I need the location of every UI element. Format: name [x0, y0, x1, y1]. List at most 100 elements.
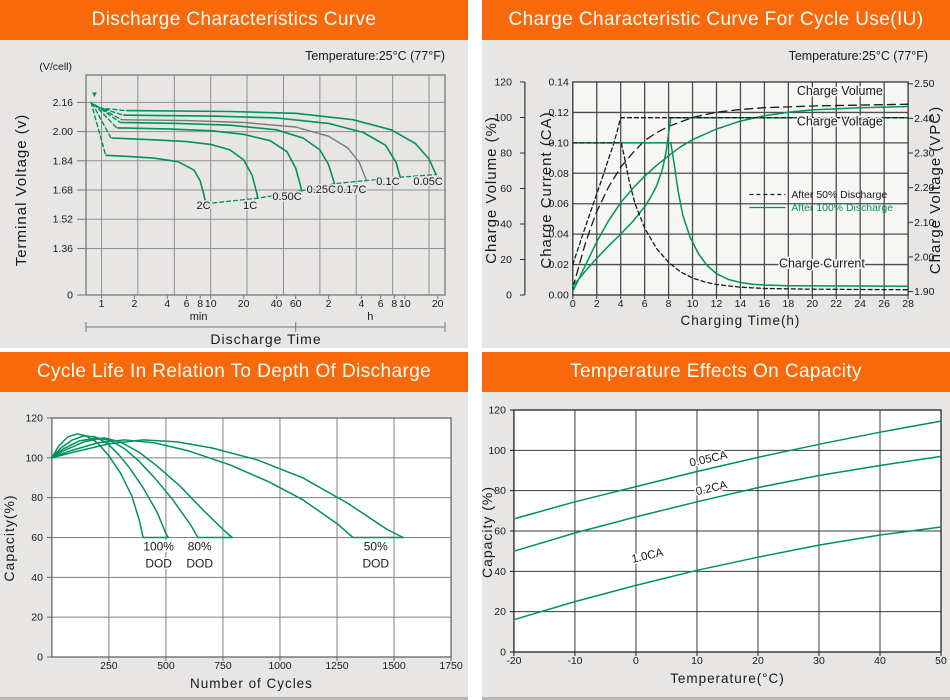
grid	[86, 75, 445, 295]
legend-label: After 100% Discharge	[791, 203, 893, 214]
x-tick-label: 1500	[382, 661, 405, 672]
y-tick-label: 0.06	[548, 199, 569, 210]
x-tick-label: 12	[711, 299, 723, 310]
x-tick-label: 8	[391, 298, 397, 310]
curve-label: 50%	[364, 539, 388, 553]
x-tick-label: 0	[570, 299, 576, 310]
series-dod-80-upper	[51, 437, 233, 539]
series-dod-50-lower	[51, 439, 404, 539]
curve-label: Charge Voltage	[797, 114, 883, 128]
curve-label: Charge Current	[779, 257, 865, 271]
x-tick-label: 10	[691, 656, 703, 667]
curve-label: 0.17C	[337, 184, 366, 196]
volume-tick-label: 60	[500, 184, 512, 195]
x-tick-label: 40	[874, 656, 886, 667]
y-tick-label: 60	[31, 533, 43, 544]
series-charge-volume-100	[572, 105, 909, 293]
y-tick-label: 0.08	[548, 169, 569, 180]
y-tick-label: 0.02	[548, 260, 569, 271]
curve-label: DOD	[145, 556, 172, 570]
y-tick-label: 0.14	[548, 77, 569, 88]
charge-chart: 0 2 4 6 8 10 12 14 16 18 20 22 24 26 280.000.020.040.0…	[483, 49, 944, 328]
series-rate-0.05CA	[513, 420, 942, 520]
panel-header-cycle-life: Cycle Life In Relation To Depth Of Disch…	[0, 352, 468, 392]
series-rate-1.0CA	[513, 526, 942, 621]
y-tick-label: 80	[494, 486, 506, 497]
curve-label: 80%	[188, 539, 212, 553]
y-tick-label: 100	[25, 453, 43, 464]
y-tick-label: 0.12	[548, 108, 569, 119]
series-charge-volume-50	[572, 103, 909, 289]
x-tick-label: 60	[290, 298, 302, 310]
x-axis-title: Charging Time(h)	[680, 313, 800, 328]
series-0.05C	[125, 109, 437, 176]
panel-temperature: Temperature Effects On Capacity -20 -10 0 1…	[482, 352, 950, 700]
x-tick-label: 26	[878, 299, 890, 310]
voltage-tick-label: 2.00	[914, 252, 935, 263]
volume-axis-title: Charge Volume (%)	[483, 116, 500, 264]
series-rate-0.2CA	[513, 455, 942, 552]
panel-charge: Charge Characteristic Curve For Cycle Us…	[482, 0, 950, 348]
temperature-note: Temperature:25°C (77°F)	[305, 49, 445, 63]
y-tick-label: 0.04	[548, 230, 569, 241]
x-tick-label: 6	[378, 298, 384, 310]
y-tick-label: 20	[494, 607, 506, 618]
x-tick-label: 22	[830, 299, 842, 310]
y-axis-title: Terminal Voltage (v)	[13, 114, 30, 267]
curve-label: Charge Volume	[797, 84, 883, 98]
y-axis-title: Capacity(%)	[1, 494, 17, 581]
voltage-tick-label: 2.40	[914, 114, 935, 125]
y-tick-label: 0	[500, 647, 506, 658]
volume-tick-label: 40	[500, 219, 512, 230]
x-tick-label: 250	[100, 661, 118, 672]
series-dod-80-lower	[51, 437, 233, 539]
y-tick-label: 40	[31, 573, 43, 584]
y-tick-label: 2.16	[53, 97, 74, 109]
x-tick-label: 20	[432, 298, 444, 310]
x-tick-label: 20	[806, 299, 818, 310]
volume-tick-label: 80	[500, 148, 512, 159]
series-charge-current-50	[572, 142, 909, 291]
curve-label: 100%	[143, 539, 174, 553]
volume-tick-label: 120	[494, 77, 512, 88]
series-charge-voltage-100	[572, 116, 909, 288]
panel-title-charge: Charge Characteristic Curve For Cycle Us…	[508, 9, 924, 30]
y-tick-label: 1.52	[53, 214, 74, 226]
x-tick-label: 24	[854, 299, 866, 310]
x-tick-label: 2	[594, 299, 600, 310]
curve-label: 0.05C	[413, 176, 442, 188]
x-tick-label: 0	[633, 656, 639, 667]
x-tick-label: 8	[197, 298, 203, 310]
cycle-life-chart: 250 500 750 1000 1250 1500 1750 0 20 40 60 80 100 120…	[1, 413, 463, 691]
y-tick-label: 120	[25, 413, 43, 424]
curve-label: DOD	[186, 556, 213, 570]
x-tick-label: 10	[205, 298, 217, 310]
temperature-note: Temperature:25°C (77°F)	[789, 49, 928, 63]
x-unit-label: h	[367, 311, 373, 323]
y-tick-label: 1.36	[53, 243, 74, 255]
y-tick-label: 80	[31, 493, 43, 504]
x-tick-label: 1750	[439, 661, 462, 672]
series-final-voltage-locus	[205, 173, 437, 205]
x-tick-label: 750	[214, 661, 232, 672]
y-tick-label: 0	[67, 290, 73, 302]
x-axis-title: Discharge Time	[210, 331, 321, 347]
series-0.25C	[120, 121, 336, 185]
y-tick-label: 40	[494, 567, 506, 578]
x-tick-label: 28	[902, 299, 914, 310]
temperature-chart: -20 -10 0 10 20 30 40 500204060801001200.05CA0.…	[482, 405, 947, 686]
series-charge-current-100	[572, 142, 909, 287]
series-initial-dip-fan	[90, 101, 127, 155]
voltage-tick-label: 2.30	[914, 148, 935, 159]
y-tick-label: 0.10	[548, 138, 569, 149]
x-tick-label: 6	[184, 298, 190, 310]
voltage-tick-label: 2.20	[914, 183, 935, 194]
voltage-tick-label: 1.90	[914, 287, 935, 298]
voltage-axis-title: Charge Voltage (VPC)	[927, 106, 944, 274]
x-tick-label: 40	[271, 298, 283, 310]
x-axis-title: Number of Cycles	[190, 676, 313, 691]
curve-label: 0.50C	[272, 191, 301, 203]
series-dod-100-lower	[51, 433, 169, 539]
y-tick-label: 60	[494, 526, 506, 537]
y-axis-title: Charge Current (CA)	[538, 111, 555, 268]
